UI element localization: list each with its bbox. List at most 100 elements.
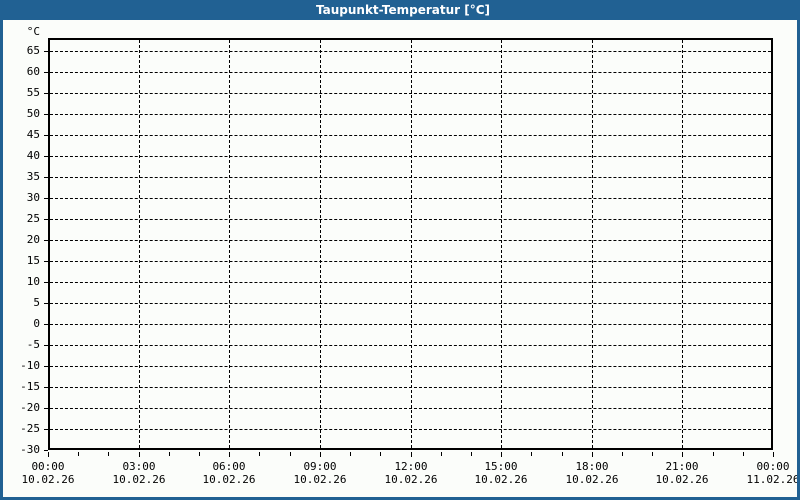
y-axis-label: 30 xyxy=(26,191,40,204)
gridline-vertical xyxy=(592,40,593,448)
x-axis-label-date: 10.02.26 xyxy=(21,473,75,486)
x-axis-tick-minor xyxy=(78,452,79,456)
gridline-horizontal xyxy=(50,135,771,136)
gridline-horizontal xyxy=(50,72,771,73)
x-axis-label-date: 10.02.26 xyxy=(565,473,619,486)
gridline-horizontal xyxy=(50,303,771,304)
y-axis-tick xyxy=(44,282,48,283)
y-axis-label: 60 xyxy=(26,65,40,78)
x-axis-tick-major xyxy=(773,452,774,457)
plot-area xyxy=(48,38,773,450)
x-axis-label-date: 10.02.26 xyxy=(293,473,347,486)
y-axis-tick xyxy=(44,93,48,94)
x-axis-label: 00:00 10.02.26 xyxy=(3,460,93,486)
y-axis-tick xyxy=(44,429,48,430)
y-axis-tick xyxy=(44,198,48,199)
y-axis-label: 65 xyxy=(26,44,40,57)
x-axis-tick-minor xyxy=(713,452,714,456)
x-axis-label-time: 21:00 xyxy=(665,460,699,473)
gridline-horizontal xyxy=(50,387,771,388)
x-axis-tick-minor xyxy=(199,452,200,456)
y-axis-tick xyxy=(44,156,48,157)
x-axis-label: 12:00 10.02.26 xyxy=(366,460,456,486)
x-axis-label-date: 10.02.26 xyxy=(474,473,528,486)
y-axis-label: -15 xyxy=(20,380,40,393)
y-axis-tick xyxy=(44,366,48,367)
y-axis-tick xyxy=(44,135,48,136)
gridline-vertical xyxy=(229,40,230,448)
x-axis-label: 21:00 10.02.26 xyxy=(637,460,727,486)
y-axis-label: 45 xyxy=(26,128,40,141)
y-axis-label: 55 xyxy=(26,86,40,99)
y-axis-label: 10 xyxy=(26,275,40,288)
y-axis-label: -20 xyxy=(20,401,40,414)
y-axis-label: 40 xyxy=(26,149,40,162)
gridline-horizontal xyxy=(50,177,771,178)
x-axis-label: 09:00 10.02.26 xyxy=(275,460,365,486)
x-axis-label-time: 03:00 xyxy=(122,460,156,473)
x-axis-label-date: 11.02.26 xyxy=(746,473,800,486)
window-title-bar: Taupunkt-Temperatur [°C] xyxy=(3,0,797,20)
x-axis-tick-minor xyxy=(441,452,442,456)
page-title: Taupunkt-Temperatur [°C] xyxy=(315,3,491,17)
x-axis-tick-major xyxy=(139,452,140,457)
y-axis-tick xyxy=(44,324,48,325)
y-axis-label: 20 xyxy=(26,233,40,246)
x-axis-label-time: 00:00 xyxy=(756,460,790,473)
y-axis-tick xyxy=(44,114,48,115)
gridline-horizontal xyxy=(50,429,771,430)
gridline-horizontal xyxy=(50,198,771,199)
y-axis-label: 50 xyxy=(26,107,40,120)
x-axis-tick-minor xyxy=(622,452,623,456)
y-axis-tick xyxy=(44,51,48,52)
gridline-horizontal xyxy=(50,51,771,52)
y-axis-tick xyxy=(44,240,48,241)
x-axis-tick-minor xyxy=(531,452,532,456)
gridline-vertical xyxy=(320,40,321,448)
x-axis-tick-major xyxy=(501,452,502,457)
gridline-horizontal xyxy=(50,345,771,346)
x-axis-label: 06:00 10.02.26 xyxy=(184,460,274,486)
y-axis-tick xyxy=(44,177,48,178)
x-axis-label-time: 18:00 xyxy=(575,460,609,473)
gridline-horizontal xyxy=(50,114,771,115)
gridline-vertical xyxy=(501,40,502,448)
x-axis-tick-minor xyxy=(743,452,744,456)
y-axis-label: -25 xyxy=(20,422,40,435)
x-axis-label-time: 09:00 xyxy=(303,460,337,473)
x-axis-tick-minor xyxy=(169,452,170,456)
x-axis-tick-minor xyxy=(562,452,563,456)
gridline-vertical xyxy=(411,40,412,448)
x-axis-label-date: 10.02.26 xyxy=(384,473,438,486)
y-axis-label: -30 xyxy=(20,443,40,456)
x-axis-tick-minor xyxy=(350,452,351,456)
x-axis-tick-minor xyxy=(652,452,653,456)
y-axis-tick xyxy=(44,387,48,388)
gridline-horizontal xyxy=(50,408,771,409)
gridline-horizontal xyxy=(50,219,771,220)
x-axis-label: 15:00 10.02.26 xyxy=(456,460,546,486)
gridline-vertical xyxy=(682,40,683,448)
y-axis-label: 35 xyxy=(26,170,40,183)
y-axis-tick xyxy=(44,72,48,73)
y-axis-unit-label: °C xyxy=(26,25,40,38)
y-axis-tick xyxy=(44,345,48,346)
gridline-horizontal xyxy=(50,240,771,241)
x-axis-tick-major xyxy=(592,452,593,457)
x-axis-tick-minor xyxy=(108,452,109,456)
x-axis-label: 00:00 11.02.26 xyxy=(728,460,800,486)
gridline-horizontal xyxy=(50,156,771,157)
gridline-horizontal xyxy=(50,282,771,283)
gridline-vertical xyxy=(139,40,140,448)
y-axis-tick xyxy=(44,408,48,409)
x-axis-tick-major xyxy=(48,452,49,457)
gridline-horizontal xyxy=(50,324,771,325)
x-axis-tick-major xyxy=(229,452,230,457)
y-axis-tick xyxy=(44,303,48,304)
x-axis-label-time: 06:00 xyxy=(212,460,246,473)
x-axis-label-time: 15:00 xyxy=(484,460,518,473)
x-axis-label-date: 10.02.26 xyxy=(655,473,709,486)
y-axis-label: 5 xyxy=(33,296,40,309)
x-axis-label-time: 12:00 xyxy=(394,460,428,473)
